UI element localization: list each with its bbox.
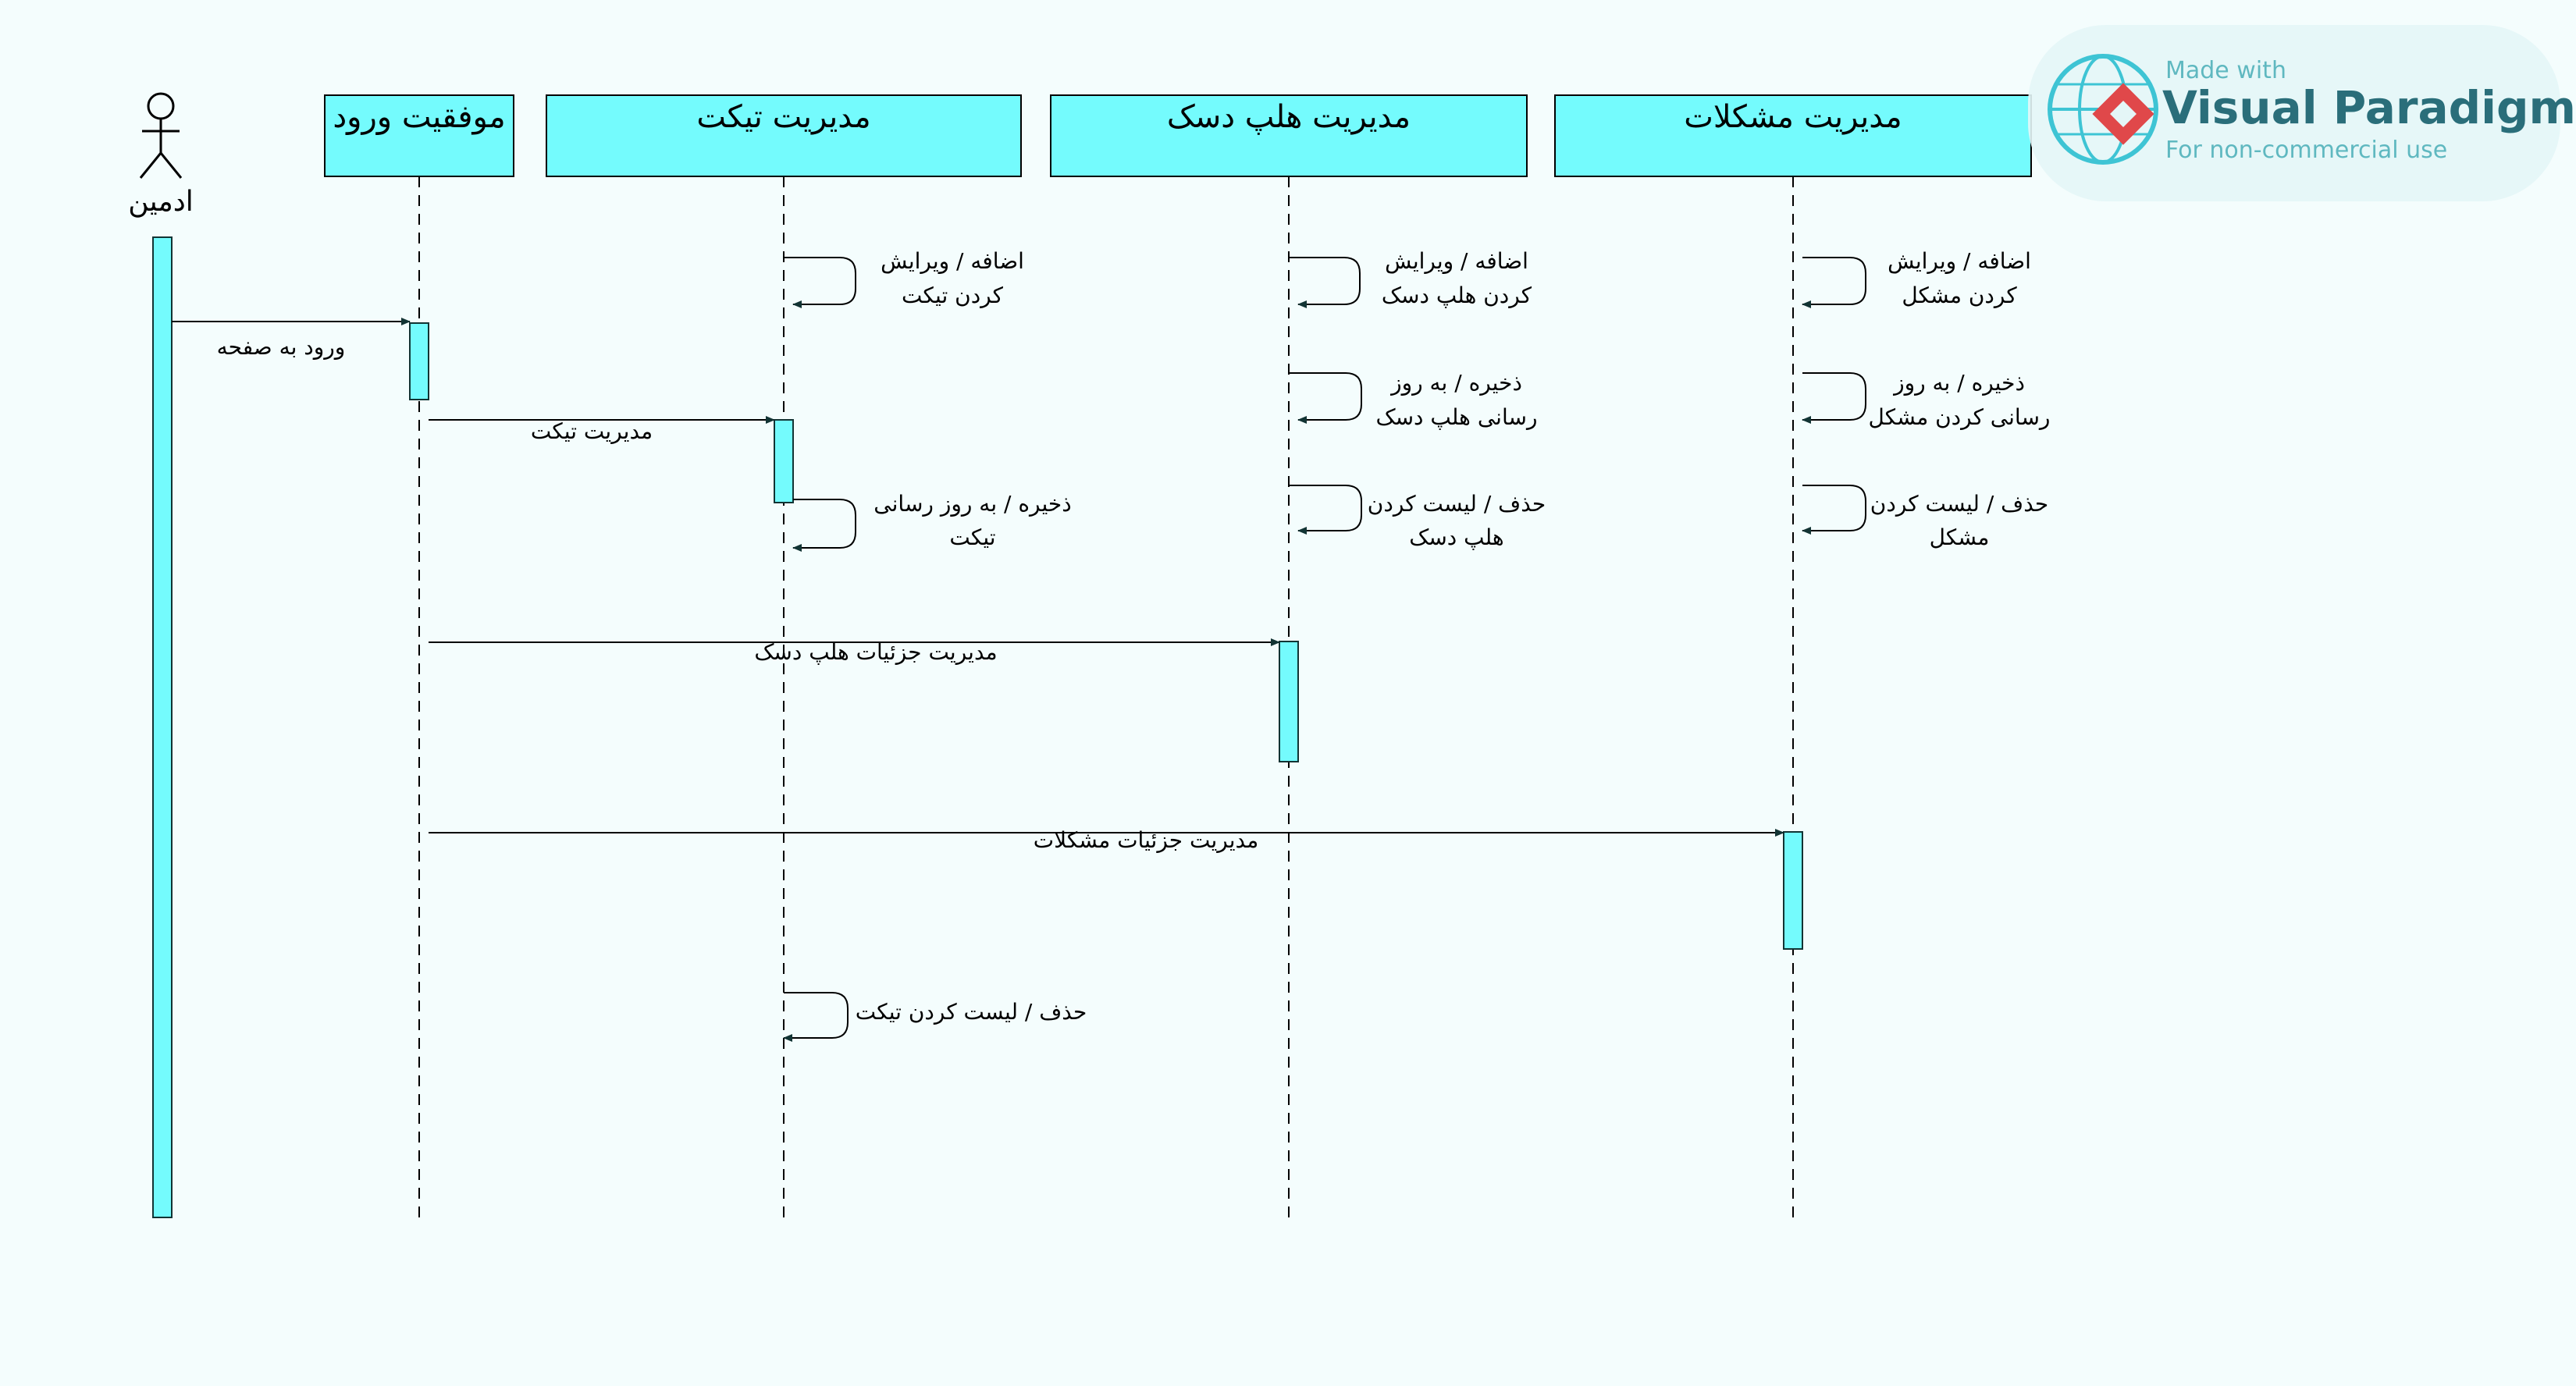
message-problems-details-label: مدیریت جزئیات مشکلات — [1034, 827, 1258, 853]
lifeline-login-label: موفقیت ورود — [333, 99, 505, 135]
lifeline-problems[interactable]: مدیریت مشکلات — [1554, 94, 2032, 1217]
self-message-helpdesk-delete-list-arrow — [1289, 485, 1362, 535]
self-message-ticket-add-edit-arrow — [784, 257, 856, 308]
watermark-made-with: Made with — [2165, 57, 2286, 84]
actor-leg-left — [139, 152, 162, 179]
actor-activation-bar — [152, 236, 173, 1218]
self-message-ticket-add-edit-line2: کردن تیکت — [902, 283, 1004, 308]
self-message-ticket-delete-list-arrow — [783, 992, 849, 1042]
actor-admin[interactable]: ادمین — [128, 92, 194, 218]
lifeline-helpdesk-label: مدیریت هلپ دسک — [1167, 99, 1411, 135]
self-message-ticket-save-line2: تیکت — [949, 524, 995, 550]
self-message-ticket-save[interactable]: ذخیره / به روز رسانی تیکت — [792, 491, 1072, 552]
lifeline-ticket-label: مدیریت تیکت — [696, 99, 870, 135]
self-message-ticket-save-line1: ذخیره / به روز رسانی — [873, 491, 1071, 517]
self-message-helpdesk-add-edit-arrow — [1289, 257, 1361, 308]
self-message-helpdesk-add-edit[interactable]: اضافه / ویرایش کردن هلپ دسک — [1289, 248, 1532, 308]
lifeline-login-head — [324, 94, 514, 177]
message-enter-page-label: ورود به صفحه — [217, 334, 346, 360]
message-ticket-manage-label: مدیریت تیکت — [531, 418, 653, 444]
self-message-problems-save-line2: رسانی کردن مشکل — [1869, 404, 2051, 430]
actor-label: ادمین — [128, 186, 194, 218]
lifeline-problems-label: مدیریت مشکلات — [1684, 99, 1902, 135]
lifeline-helpdesk-head — [1050, 94, 1528, 177]
self-message-problems-save[interactable]: ذخیره / به روز رسانی کردن مشکل — [1802, 370, 2050, 430]
lifeline-problems-head — [1554, 94, 2032, 177]
self-message-problems-save-arrow — [1802, 372, 1866, 424]
self-message-problems-save-line1: ذخیره / به روز — [1892, 370, 2025, 396]
self-message-problems-add-edit-arrow — [1802, 257, 1866, 308]
message-helpdesk-details-label: مدیریت جزئیات هلپ دسک — [754, 639, 997, 665]
self-message-helpdesk-save[interactable]: ذخیره / به روز رسانی هلپ دسک — [1289, 370, 1537, 430]
watermark-backdrop — [2028, 25, 2560, 201]
watermark-note: For non-commercial use — [2165, 137, 2447, 164]
watermark-brand: Visual Paradigm — [2162, 81, 2576, 134]
visual-paradigm-watermark: Made with Visual Paradigm For non-commer… — [2028, 25, 2576, 201]
activation-helpdesk — [1279, 641, 1299, 762]
lifeline-ticket[interactable]: مدیریت تیکت — [546, 94, 1022, 1217]
lifeline-helpdesk[interactable]: مدیریت هلپ دسک — [1050, 94, 1528, 1217]
self-message-problems-add-edit-line2: کردن مشکل — [1902, 283, 2017, 308]
self-message-helpdesk-delete-list[interactable]: حذف / لیست کردن هلپ دسک — [1289, 485, 1546, 550]
self-message-ticket-add-edit[interactable]: اضافه / ویرایش کردن تیکت — [784, 248, 1024, 308]
message-problems-details[interactable]: مدیریت جزئیات مشکلات — [429, 827, 1784, 853]
self-message-ticket-delete-list-line1: حذف / لیست کردن تیکت — [856, 999, 1087, 1025]
lifeline-login[interactable]: موفقیت ورود — [324, 94, 514, 1217]
self-message-helpdesk-delete-list-line2: هلپ دسک — [1409, 524, 1503, 550]
self-message-ticket-delete-list[interactable]: حذف / لیست کردن تیکت — [783, 992, 1087, 1042]
actor-head — [147, 92, 175, 120]
self-message-helpdesk-add-edit-line1: اضافه / ویرایش — [1385, 248, 1528, 274]
self-message-problems-add-edit[interactable]: اضافه / ویرایش کردن مشکل — [1802, 248, 2031, 308]
self-message-problems-delete-list[interactable]: حذف / لیست کردن مشکل — [1802, 485, 2048, 550]
self-message-problems-add-edit-line1: اضافه / ویرایش — [1888, 248, 2031, 274]
self-message-problems-delete-list-line2: مشکل — [1930, 524, 1990, 550]
self-message-helpdesk-save-arrow — [1289, 372, 1362, 424]
self-message-problems-delete-list-line1: حذف / لیست کردن — [1870, 491, 2048, 517]
actor-leg-right — [159, 152, 183, 179]
self-message-ticket-add-edit-line1: اضافه / ویرایش — [881, 248, 1024, 274]
activation-ticket — [774, 419, 794, 503]
self-message-helpdesk-add-edit-line2: کردن هلپ دسک — [1382, 283, 1532, 308]
self-message-helpdesk-save-line1: ذخیره / به روز — [1389, 370, 1522, 396]
activation-login — [409, 322, 429, 400]
message-enter-page[interactable]: ورود به صفحه — [172, 318, 411, 360]
message-helpdesk-details[interactable]: مدیریت جزئیات هلپ دسک — [429, 638, 1280, 665]
activation-problems — [1783, 831, 1803, 950]
self-message-ticket-save-arrow — [792, 499, 856, 552]
self-message-helpdesk-save-line2: رسانی هلپ دسک — [1376, 404, 1538, 430]
self-message-helpdesk-delete-list-line1: حذف / لیست کردن — [1368, 491, 1546, 517]
self-message-problems-delete-list-arrow — [1802, 485, 1866, 535]
message-ticket-manage[interactable]: مدیریت تیکت — [429, 416, 775, 444]
